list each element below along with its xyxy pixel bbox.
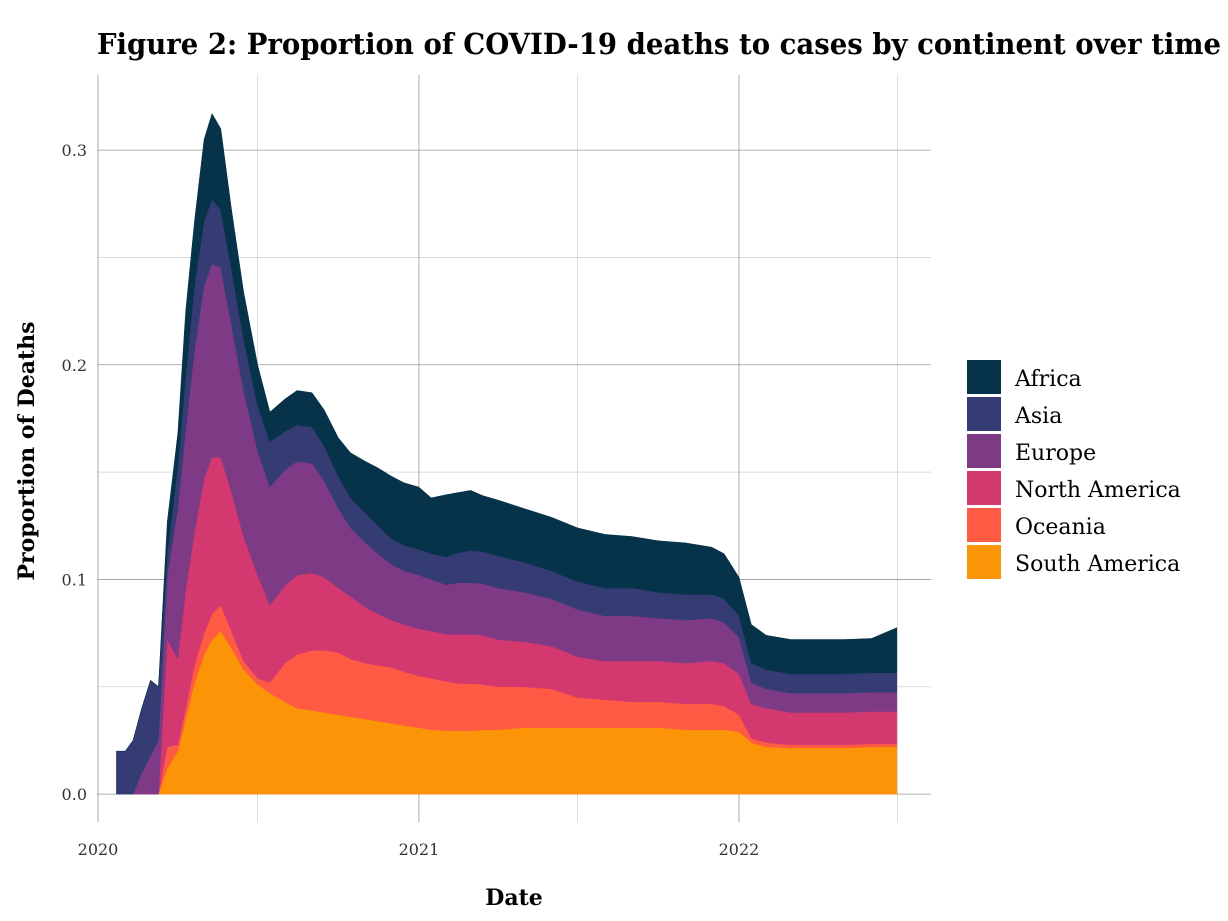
- chart-title: Figure 2: Proportion of COVID-19 deaths …: [97, 27, 1221, 61]
- x-tick-label-0: 2020: [78, 840, 119, 859]
- x-tick-label-1: 2021: [399, 840, 440, 859]
- legend-label-oceania: Oceania: [1015, 515, 1106, 540]
- legend-label-africa: Africa: [1014, 367, 1082, 392]
- legend-swatch-south-america: [967, 545, 1001, 579]
- y-tick-label-1: 0.1: [62, 570, 87, 589]
- legend-swatch-asia: [967, 397, 1001, 431]
- legend-swatch-north-america: [967, 471, 1001, 505]
- legend-swatch-africa: [967, 360, 1001, 394]
- legend-label-north-america: North America: [1015, 478, 1181, 503]
- y-axis-ticks: 0.0 0.1 0.2 0.3: [62, 141, 87, 804]
- legend-label-south-america: South America: [1015, 552, 1180, 577]
- x-tick-label-2: 2022: [719, 840, 760, 859]
- x-axis-title: Date: [485, 885, 543, 911]
- area-africa: [116, 112, 898, 752]
- legend-swatch-oceania: [967, 508, 1001, 542]
- y-tick-label-3: 0.3: [62, 141, 87, 160]
- y-tick-label-2: 0.2: [62, 356, 87, 375]
- legend-label-asia: Asia: [1014, 404, 1062, 429]
- y-tick-label-0: 0.0: [62, 785, 87, 804]
- legend-label-europe: Europe: [1015, 441, 1096, 466]
- legend-swatch-europe: [967, 434, 1001, 468]
- x-axis-ticks: 2020 2021 2022: [78, 840, 760, 859]
- stacked-areas: [116, 112, 898, 795]
- legend: Africa Asia Europe North America Oceania Sout…: [967, 360, 1181, 579]
- y-axis-title: Proportion of Deaths: [14, 322, 40, 581]
